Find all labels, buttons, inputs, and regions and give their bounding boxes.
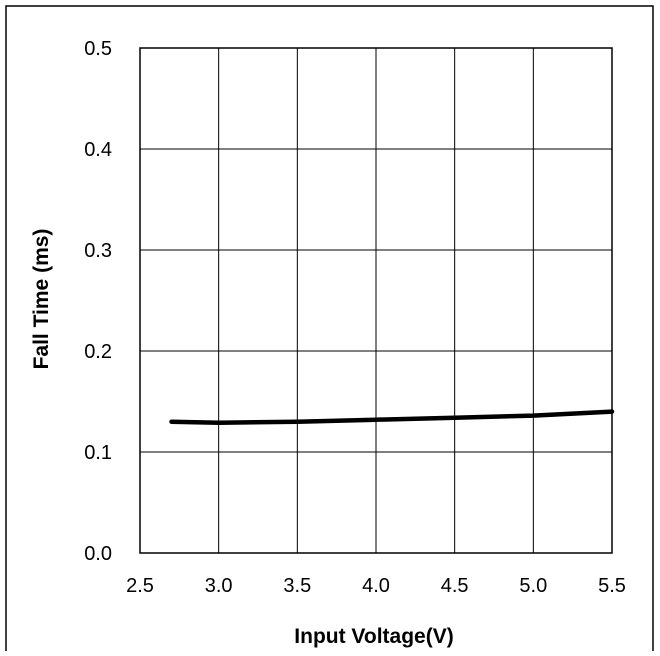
series [169,409,615,425]
plot-area-frame [139,47,613,554]
x-tick-label: 5.5 [598,575,626,597]
y-tick-label: 0.5 [84,38,112,60]
chart-outer-border [5,5,654,656]
x-tick-label: 2.5 [126,575,154,597]
y-tick-label: 0.0 [84,543,112,565]
x-tick-label: 5.0 [519,575,547,597]
y-tick-label: 0.1 [84,442,112,464]
x-tick-label: 3.0 [205,575,233,597]
x-tick-label: 4.5 [441,575,469,597]
y-tick-label: 0.4 [84,139,112,161]
x-axis-label: Input Voltage(V) [294,625,453,648]
y-tick-label: 0.3 [84,240,112,262]
series-line [169,409,615,425]
tick-labels: 2.5 3.0 3.5 4.0 4.5 5.0 5.5 0.0 0.1 0.2 0.3 0.4 0.5 [84,38,626,597]
x-tick-label: 3.5 [283,575,311,597]
x-tick-label: 4.0 [362,575,390,597]
y-axis-label: Fall Time (ms) [30,229,53,370]
y-tick-label: 0.2 [84,341,112,363]
